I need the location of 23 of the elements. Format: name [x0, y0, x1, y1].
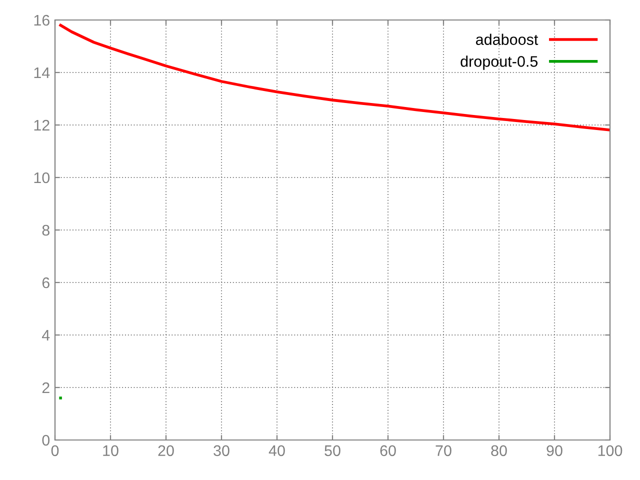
x-tick-label: 50: [324, 445, 340, 456]
y-tick-label: 6: [42, 277, 50, 288]
x-tick-label: 100: [598, 445, 622, 456]
x-tick-label: 20: [158, 445, 174, 456]
y-tick-label: 12: [34, 120, 50, 131]
x-tick-label: 90: [546, 445, 562, 456]
x-tick-label: 40: [268, 445, 285, 456]
line-series: [59, 24, 610, 132]
x-tick-label: 0: [51, 445, 59, 456]
y-tick-label: 0: [42, 434, 50, 446]
y-tick-label: 14: [34, 68, 50, 78]
y-tick-label: 2: [42, 382, 50, 394]
y-tick-label: 16: [34, 14, 50, 26]
x-tick-label: 60: [380, 445, 396, 456]
x-tick-label: 80: [491, 445, 507, 456]
x-tick-label: 10: [103, 445, 118, 456]
legend-label: dropout-0.5: [460, 56, 538, 70]
y-tick-label: 4: [42, 330, 50, 341]
x-tick-label: 70: [436, 445, 452, 456]
y-tick-label: 10: [34, 172, 50, 184]
y-tick-label: 8: [42, 224, 50, 236]
legend-label: adaboost: [476, 34, 538, 45]
x-tick-label: 30: [214, 445, 230, 456]
